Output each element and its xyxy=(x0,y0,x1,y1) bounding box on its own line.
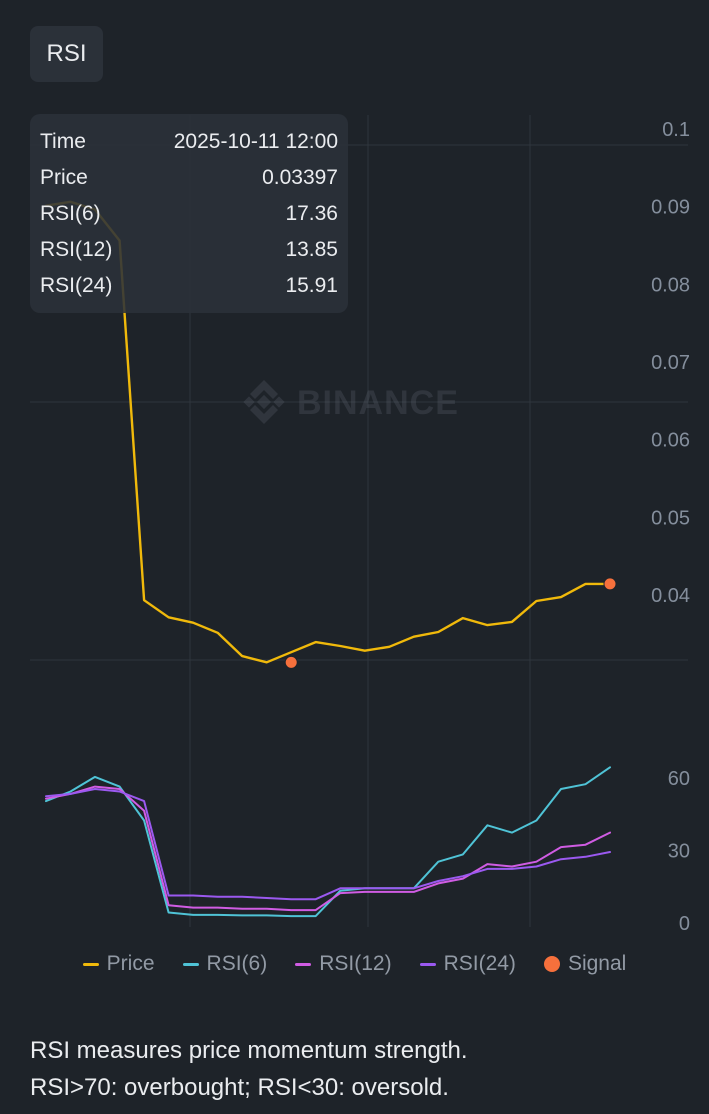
binance-watermark: BINANCE xyxy=(243,380,459,424)
tooltip-label: Price xyxy=(40,166,88,189)
legend-label: Price xyxy=(106,952,155,975)
rsi-chart[interactable]: BINANCE 0.04 0.05 0.06 0.07 0.08 0.09 0.1 0 30 60 xyxy=(0,0,709,1000)
legend-swatch xyxy=(419,962,436,966)
y-tick-label: 0.07 xyxy=(651,352,690,374)
binance-logo-icon xyxy=(243,380,285,424)
y-tick-label: 0.05 xyxy=(651,507,690,529)
series-line-price xyxy=(44,200,612,664)
y-axis-labels: 0.04 0.05 0.06 0.07 0.08 0.09 0.1 0 30 60 xyxy=(651,119,690,935)
tooltip-label: RSI(6) xyxy=(40,202,101,225)
legend-label: RSI(12) xyxy=(319,952,392,975)
legend-item-price[interactable]: Price xyxy=(82,952,155,976)
legend-swatch xyxy=(543,956,560,972)
y-tick-label: 0 xyxy=(679,913,690,935)
tooltip-value: 13.85 xyxy=(285,238,338,261)
legend-label: RSI(24) xyxy=(443,952,516,975)
crosshair-tooltip: Time 2025-10-11 12:00 Price 0.03397 RSI(… xyxy=(30,114,348,313)
tab-rsi[interactable]: RSI xyxy=(30,26,103,82)
rsi-panel xyxy=(45,766,611,918)
tooltip-row-price: Price 0.03397 xyxy=(40,160,338,196)
y-tick-label: 0.04 xyxy=(651,585,690,607)
legend-swatch xyxy=(295,962,312,966)
y-tick-label: 60 xyxy=(668,768,690,790)
tooltip-row-rsi24: RSI(24) 15.91 xyxy=(40,268,338,304)
rsi-description: RSI measures price momentum strength. RS… xyxy=(30,1032,690,1106)
tooltip-value: 15.91 xyxy=(285,274,338,297)
price-panel xyxy=(44,200,617,669)
y-tick-label: 0.06 xyxy=(651,430,690,452)
legend-item-rsi6[interactable]: RSI(6) xyxy=(182,952,268,976)
legend-item-rsi12[interactable]: RSI(12) xyxy=(295,952,392,976)
y-tick-label: 30 xyxy=(668,841,690,863)
y-tick-label: 0.08 xyxy=(651,274,690,296)
tooltip-value: 0.03397 xyxy=(262,166,338,189)
legend-label: RSI(6) xyxy=(206,952,268,975)
tooltip-row-time: Time 2025-10-11 12:00 xyxy=(40,124,338,160)
description-line: RSI>70: overbought; RSI<30: oversold. xyxy=(30,1074,449,1101)
legend-item-rsi24[interactable]: RSI(24) xyxy=(419,952,516,976)
y-tick-label: 0.09 xyxy=(651,197,690,219)
legend-swatch xyxy=(82,962,99,966)
tooltip-label: RSI(12) xyxy=(40,238,113,261)
tooltip-value: 17.36 xyxy=(285,202,338,225)
tooltip-row-rsi6: RSI(6) 17.36 xyxy=(40,196,338,232)
y-tick-label: 0.1 xyxy=(662,119,690,141)
legend-item-signal[interactable]: Signal xyxy=(543,952,627,976)
series-line-rsi24 xyxy=(45,788,611,901)
legend-label: Signal xyxy=(567,952,627,975)
signal-point xyxy=(603,577,617,591)
tooltip-label: RSI(24) xyxy=(40,274,113,297)
legend-swatch xyxy=(182,962,199,966)
tooltip-row-rsi12: RSI(12) 13.85 xyxy=(40,232,338,268)
chart-legend: Price RSI(6) RSI(12) RSI(24) Signal xyxy=(0,946,709,982)
description-line: RSI measures price momentum strength. xyxy=(30,1037,468,1064)
binance-wordmark: BINANCE xyxy=(297,384,459,422)
series-line-rsi6 xyxy=(45,766,611,918)
series-line-rsi12 xyxy=(45,785,611,912)
tooltip-label: Time xyxy=(40,130,86,153)
signal-point xyxy=(284,655,298,669)
tooltip-value: 2025-10-11 12:00 xyxy=(173,130,338,153)
